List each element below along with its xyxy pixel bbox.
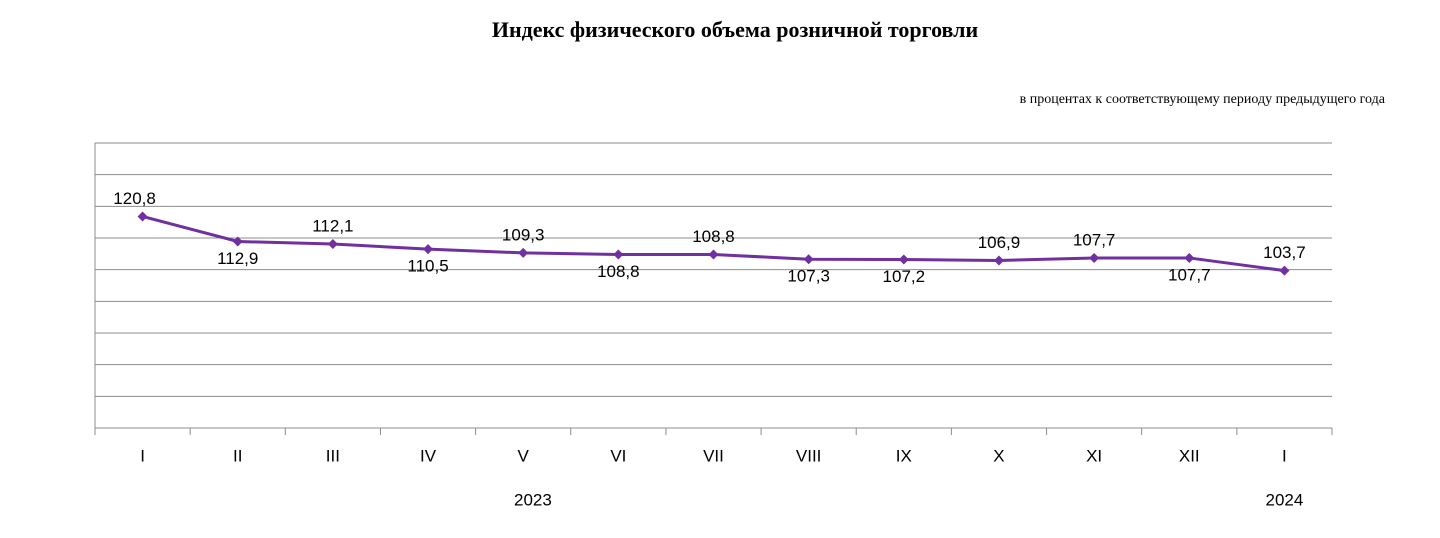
x-tick-label: XI [1086,446,1102,465]
chart-title: Индекс физического объема розничной торг… [492,17,979,42]
data-label: 109,3 [502,225,545,244]
data-label: 107,3 [787,267,830,286]
x-tick-label: IV [420,446,437,465]
point [708,249,719,260]
x-tick-label: II [233,446,242,465]
point [993,255,1004,266]
data-label: 107,2 [883,267,926,286]
data-label: 120,8 [113,189,156,208]
point [1279,265,1290,276]
point [327,239,338,250]
data-label: 106,9 [978,233,1021,252]
x-tick-label: X [993,446,1004,465]
point [898,254,909,265]
x-tick-label: VII [703,446,724,465]
point [137,211,148,222]
x-tick-label: IX [896,446,912,465]
data-label: 112,9 [217,249,258,268]
point [613,249,624,260]
data-label: 108,8 [692,227,735,246]
x-tick-label: I [140,446,145,465]
x-group-label: 2024 [1266,490,1304,509]
x-group-label: 2023 [514,490,552,509]
data-label: 107,7 [1168,265,1211,284]
point [232,236,243,247]
x-tick-label: III [326,446,340,465]
point [1089,252,1100,263]
x-tick-label: I [1282,446,1287,465]
x-tick-label: V [518,446,530,465]
data-label: 108,8 [597,262,640,281]
x-tick-label: VI [610,446,626,465]
chart-subtitle: в процентах к соответствующему периоду п… [1020,92,1386,107]
data-label: 107,7 [1073,230,1116,249]
point [518,247,529,258]
x-tick-label: XII [1179,446,1200,465]
data-label: 110,5 [407,257,448,276]
data-label: 112,1 [312,217,353,236]
point [1184,252,1195,263]
point [803,254,814,265]
data-label: 103,7 [1263,243,1306,262]
x-tick-label: VIII [796,446,822,465]
point [423,244,434,255]
